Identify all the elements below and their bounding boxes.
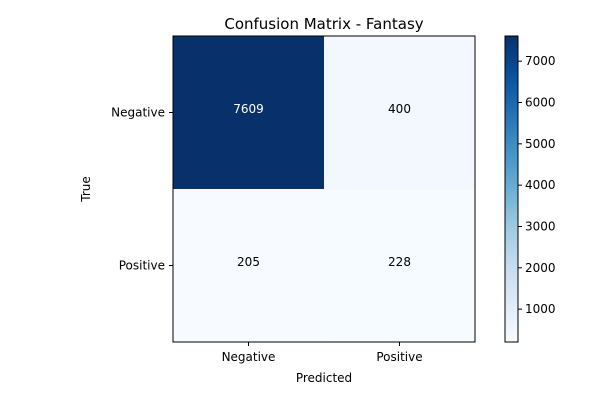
cell-value-label: 205: [237, 255, 260, 269]
colorbar-tick-label: 1000: [525, 302, 556, 316]
colorbar-tick-label: 2000: [525, 261, 556, 275]
x-tick-label: Positive: [376, 350, 422, 364]
colorbar-gradient: [504, 35, 519, 343]
x-tick-label: Negative: [222, 350, 276, 364]
colorbar-tick-label: 7000: [525, 54, 556, 68]
heatmap-cells: 7609 400 205 228: [173, 36, 475, 342]
x-axis-label: Predicted: [296, 371, 352, 385]
heatmap-cell: [173, 189, 324, 342]
heatmap-cell: [173, 36, 324, 189]
plot-frame: [172, 35, 476, 343]
cell-value-label: 7609: [233, 102, 264, 116]
y-axis-label: True: [79, 176, 93, 203]
heatmap-cell: [324, 189, 475, 342]
y-axis: Negative Positive: [111, 106, 173, 273]
y-tick-label: Positive: [119, 259, 165, 273]
colorbar-tick-label: 3000: [525, 219, 556, 233]
heatmap-cell: [324, 36, 475, 189]
chart-title: Confusion Matrix - Fantasy: [224, 15, 423, 33]
x-axis: Negative Positive: [222, 342, 423, 364]
colorbar-tick-label: 6000: [525, 95, 556, 109]
cell-value-label: 228: [388, 255, 411, 269]
cell-value-label: 400: [388, 102, 411, 116]
colorbar: 1000 2000 3000 4000 5000 6000 7000: [504, 35, 556, 343]
colorbar-tick-label: 5000: [525, 137, 556, 151]
colorbar-tick-label: 4000: [525, 178, 556, 192]
y-tick-label: Negative: [111, 106, 165, 120]
